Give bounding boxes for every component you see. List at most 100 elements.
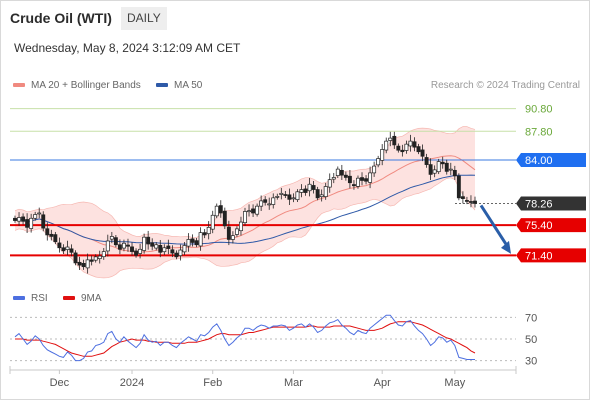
candle	[121, 239, 126, 252]
candle	[178, 244, 183, 261]
candle	[283, 190, 288, 199]
time-label: Dec	[50, 377, 70, 389]
rsi-tick-label: 50	[525, 334, 537, 346]
candle-body-down	[464, 200, 469, 202]
timeframe-badge[interactable]: DAILY	[121, 7, 167, 30]
candle	[404, 140, 409, 154]
candle-body-up	[234, 228, 239, 235]
bollinger-lower	[14, 177, 476, 279]
instrument-title: Crude Oil (WTI)	[10, 10, 112, 26]
candle	[130, 242, 134, 256]
candle	[396, 143, 401, 153]
candle	[263, 196, 268, 206]
level-box-5	[516, 248, 586, 263]
level-value-4: 75.40	[525, 220, 553, 232]
candle	[73, 250, 78, 266]
candle	[182, 241, 187, 256]
candle-body-up	[319, 194, 324, 197]
candle-body-down	[347, 175, 352, 184]
candle	[93, 254, 98, 263]
candle-body-down	[77, 261, 82, 266]
candle-body-down	[222, 210, 227, 227]
candle-body-up	[101, 251, 106, 258]
candle-body-down	[392, 135, 397, 146]
candle-body-down	[360, 177, 364, 181]
credit-text: Research © 2024 Trading Central	[430, 80, 580, 91]
candle-body-down	[226, 226, 231, 240]
level-box-2	[516, 153, 586, 168]
candle-body-down	[416, 146, 421, 153]
candle	[158, 239, 163, 258]
candle	[416, 143, 421, 155]
candle	[380, 144, 385, 166]
candle-body-down	[315, 189, 320, 199]
candle	[85, 253, 90, 274]
candle	[218, 200, 223, 218]
candle	[174, 250, 179, 260]
candle-body-down	[424, 157, 429, 165]
candle	[142, 233, 147, 254]
candle	[323, 182, 328, 200]
candle-body-down	[444, 162, 449, 172]
candle-body-down	[303, 188, 308, 193]
candle	[327, 173, 332, 193]
candle-body-up	[388, 137, 393, 141]
candle-body-up	[105, 240, 110, 252]
candle-body-up	[271, 197, 276, 205]
candle	[222, 207, 227, 230]
time-label: 2024	[120, 377, 144, 389]
candle-body-down	[218, 205, 223, 214]
candle-body-up	[109, 236, 114, 240]
candle	[190, 234, 195, 247]
forecast-arrowhead	[501, 240, 511, 254]
candle-body-up	[408, 140, 413, 147]
bollinger-band	[15, 126, 475, 278]
candle	[186, 233, 191, 252]
candle-body-up	[154, 244, 159, 249]
candle-body-up	[331, 177, 336, 180]
candle-body-down	[166, 245, 171, 249]
candle-body-up	[255, 205, 260, 215]
candle	[311, 180, 316, 194]
candle	[440, 156, 445, 169]
level-value-3: 78.26	[525, 198, 553, 210]
time-label: Mar	[284, 377, 303, 389]
candle	[109, 231, 114, 244]
level-box-3	[516, 196, 586, 211]
candle	[424, 153, 429, 168]
candle	[150, 238, 155, 251]
candle-body-down	[396, 145, 401, 151]
candle	[21, 213, 26, 225]
candle	[255, 203, 260, 217]
candle	[343, 171, 348, 181]
candle	[432, 165, 437, 178]
candle	[65, 240, 70, 256]
candle-body-down	[428, 164, 433, 175]
candle-body-down	[73, 252, 78, 264]
candle	[436, 158, 441, 175]
candle	[376, 155, 381, 168]
candle-body-up	[432, 169, 437, 174]
candle	[408, 134, 413, 152]
candle	[198, 227, 203, 251]
candle-body-up	[142, 236, 147, 251]
candle	[388, 131, 393, 147]
candle	[202, 229, 207, 239]
candle-body-down	[158, 245, 163, 253]
candle-body-up	[182, 245, 187, 253]
candle	[307, 177, 312, 197]
candle	[134, 248, 139, 258]
candle-body-down	[364, 178, 369, 182]
candle-body-down	[89, 259, 94, 262]
candle-body-up	[243, 211, 247, 224]
candle	[444, 159, 449, 175]
candle-body-up	[323, 186, 328, 197]
candle-body-down	[339, 169, 344, 176]
candle	[299, 184, 304, 198]
candle-body-down	[400, 149, 405, 153]
candle-body-down	[13, 217, 17, 221]
candle-body-up	[178, 249, 183, 256]
candle-body-down	[440, 161, 445, 165]
candle-body-up	[448, 168, 453, 171]
candle-body-up	[85, 259, 90, 269]
